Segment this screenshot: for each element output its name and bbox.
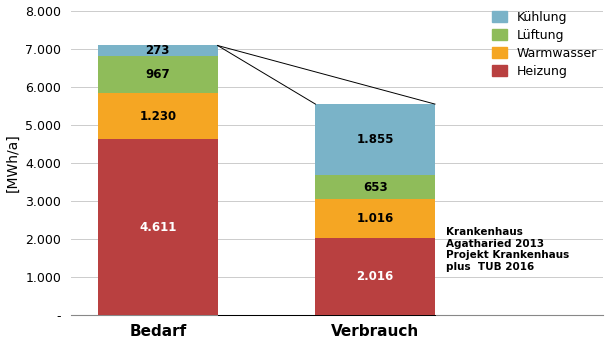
Text: Krankenhaus
Agatharied 2013
Projekt Krankenhaus
plus  TUB 2016: Krankenhaus Agatharied 2013 Projekt Kran…	[446, 227, 569, 272]
Bar	[315, 104, 435, 175]
Bar	[98, 93, 217, 139]
Text: 967: 967	[146, 68, 170, 81]
Text: 1.016: 1.016	[356, 212, 394, 225]
Bar	[315, 199, 435, 238]
Bar	[98, 139, 217, 315]
Text: 273: 273	[146, 44, 170, 57]
Text: 4.611: 4.611	[139, 220, 177, 234]
Bar	[98, 46, 217, 56]
Bar	[315, 175, 435, 199]
Legend: Kühlung, Lüftung, Warmwasser, Heizung: Kühlung, Lüftung, Warmwasser, Heizung	[492, 11, 597, 78]
Text: 653: 653	[363, 180, 387, 194]
Bar	[98, 56, 217, 93]
Text: 2.016: 2.016	[356, 270, 394, 283]
Y-axis label: [MWh/a]: [MWh/a]	[5, 133, 19, 192]
Text: 1.855: 1.855	[356, 133, 394, 146]
Text: 1.230: 1.230	[139, 109, 177, 122]
Bar	[315, 238, 435, 315]
